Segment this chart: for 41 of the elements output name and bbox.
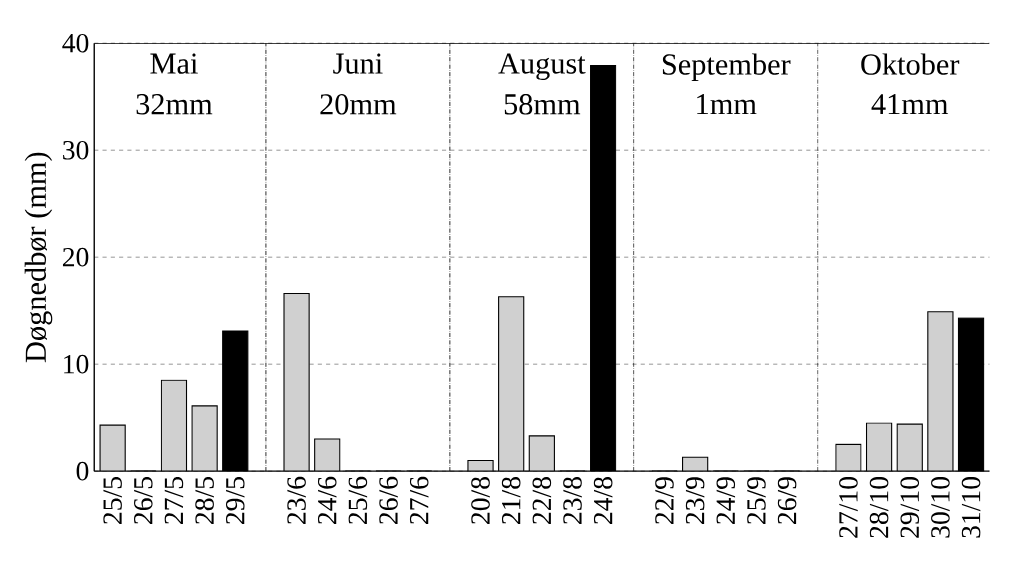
y-tick-label: 10 [64, 354, 89, 374]
x-tick-label: 24/9 [716, 477, 736, 524]
x-tick-label: 30/10 [931, 476, 950, 538]
x-tick-label: 24/8 [593, 476, 613, 524]
annotation: 41mm [871, 93, 949, 114]
x-tick-label: 29/5 [226, 476, 245, 524]
x-tick-label: 20/8 [471, 476, 490, 524]
y-axis-title: Døgnedbør (mm) [24, 152, 53, 362]
x-tick-label: 27/5 [164, 476, 184, 524]
annotation: Juni [333, 53, 383, 74]
y-tick-label: 0 [76, 461, 89, 481]
x-tick-label: 26/5 [134, 476, 153, 524]
x-tick-label: 25/6 [348, 476, 368, 524]
x-tick-label: 28/5 [195, 476, 214, 524]
x-tick-label: 26/6 [379, 476, 398, 524]
x-tick-label: 26/9 [777, 477, 797, 524]
x-tick-label: 24/6 [317, 476, 337, 524]
x-tick-label: 25/5 [103, 476, 122, 524]
annotation: Oktober [861, 53, 960, 75]
x-tick-label: 25/9 [747, 477, 766, 524]
x-tick-label: 22/9 [655, 477, 674, 524]
x-tick-label: 31/10 [961, 476, 981, 538]
x-tick-label: 27/10 [839, 476, 858, 538]
x-tick-label: 29/10 [900, 476, 920, 538]
annotation: Mai [150, 53, 198, 74]
annotation: 20mm [320, 93, 397, 115]
annotation: 1mm [697, 93, 757, 114]
annotation: September [662, 53, 791, 81]
y-tick-label: 20 [62, 247, 89, 267]
y-tick-label: 30 [63, 140, 89, 160]
x-tick-label: 21/8 [501, 476, 521, 524]
x-tick-label: 27/6 [409, 476, 429, 524]
annotation: 32mm [136, 93, 213, 115]
x-tick-label: 23/6 [287, 476, 306, 524]
x-tick-label: 22/8 [532, 476, 552, 524]
annotation: 58mm [504, 93, 581, 115]
x-tick-label: 28/10 [869, 476, 889, 538]
y-tick-label: 40 [62, 33, 89, 53]
x-tick-label: 23/9 [685, 477, 705, 524]
x-tick-label: 23/8 [563, 476, 582, 524]
annotation: August [498, 53, 586, 80]
